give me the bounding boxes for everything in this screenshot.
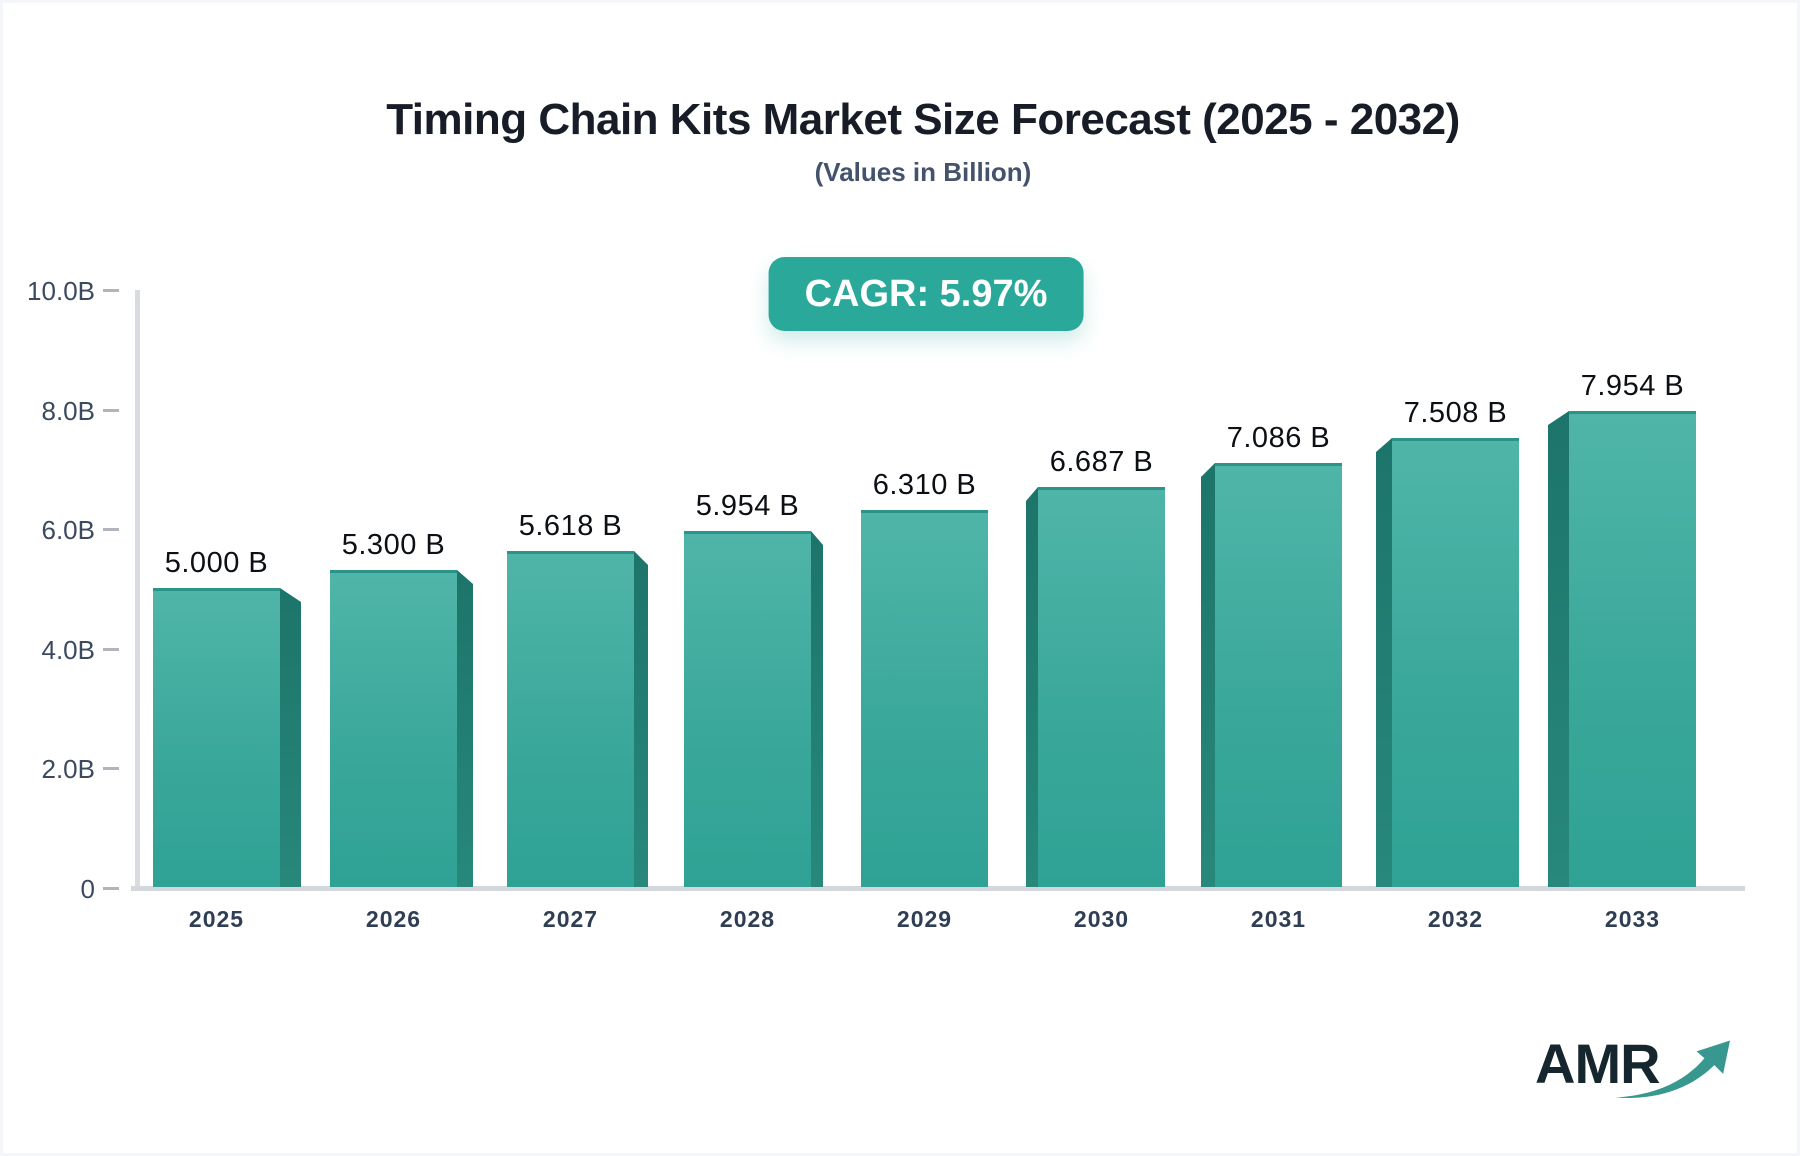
bar-value-label-2033: 7.954 B	[1580, 370, 1685, 402]
bar-value-label-2032: 7.508 B	[1403, 397, 1508, 429]
bar-2028	[684, 531, 811, 887]
y-axis-tick-label-0: 0	[80, 874, 95, 904]
amr-logo-text: AMR	[1535, 1032, 1661, 1095]
bar-value-label-2029: 6.310 B	[872, 469, 977, 501]
chart-subtitle: (Values in Billion)	[814, 157, 1032, 187]
y-axis-tick-6.0B	[103, 528, 119, 532]
x-axis-label-2033: 2033	[1604, 906, 1661, 932]
x-axis-baseline	[131, 886, 1745, 891]
x-axis-label-2029: 2029	[896, 906, 953, 932]
bar-side-2025	[280, 588, 301, 887]
chart-title: Timing Chain Kits Market Size Forecast (…	[386, 95, 1460, 144]
y-axis-tick-label-2.0B: 2.0B	[41, 754, 96, 785]
bar-side-2030	[1026, 487, 1038, 887]
x-axis-label-2028: 2028	[719, 906, 776, 932]
bar-side-2033	[1548, 411, 1569, 887]
bar-side-2031	[1201, 463, 1215, 887]
bar-2029	[861, 510, 988, 887]
growth-arrow-icon	[1614, 1040, 1731, 1098]
bar-value-label-2026: 5.300 B	[341, 529, 446, 561]
x-axis-label-2027: 2027	[542, 906, 599, 932]
bar-2027	[507, 551, 634, 887]
y-axis-line	[135, 290, 140, 889]
cagr-badge: CAGR: 5.97%	[768, 257, 1084, 331]
x-axis-label-2030: 2030	[1073, 906, 1130, 932]
amr-logo: AMR	[1535, 1031, 1731, 1111]
x-axis-label-2031: 2031	[1250, 906, 1307, 932]
x-axis-label-2032: 2032	[1427, 906, 1484, 932]
y-axis-tick-label-10.0B: 10.0B	[27, 276, 95, 306]
bar-2030	[1038, 487, 1165, 887]
bar-side-2027	[634, 551, 648, 887]
bar-side-2026	[457, 570, 473, 887]
y-axis-tick-0	[103, 887, 119, 890]
bar-value-label-2028: 5.954 B	[695, 490, 800, 522]
y-axis-tick-label-6.0B: 6.0B	[41, 515, 96, 546]
bar-2025	[153, 588, 280, 887]
y-axis-tick-label-8.0B: 8.0B	[41, 395, 96, 426]
bar-value-label-2025: 5.000 B	[164, 547, 269, 579]
y-axis-tick-8.0B	[103, 408, 119, 412]
x-axis-label-2025: 2025	[188, 906, 245, 932]
bar-side-2028	[811, 531, 823, 887]
y-axis-tick-10.0B	[103, 289, 119, 292]
bar-2026	[330, 570, 457, 887]
bar-value-label-2031: 7.086 B	[1226, 422, 1331, 454]
x-axis-label-2026: 2026	[365, 906, 422, 932]
bar-2033	[1569, 411, 1696, 887]
bar-side-2032	[1376, 438, 1392, 887]
bar-value-label-2030: 6.687 B	[1049, 446, 1154, 478]
bar-value-label-2027: 5.618 B	[518, 510, 623, 542]
y-axis-tick-4.0B	[103, 647, 119, 651]
bar-2032	[1392, 438, 1519, 887]
y-axis-tick-label-4.0B: 4.0B	[41, 634, 96, 665]
bar-2031	[1215, 463, 1342, 887]
y-axis-tick-2.0B	[103, 767, 119, 771]
